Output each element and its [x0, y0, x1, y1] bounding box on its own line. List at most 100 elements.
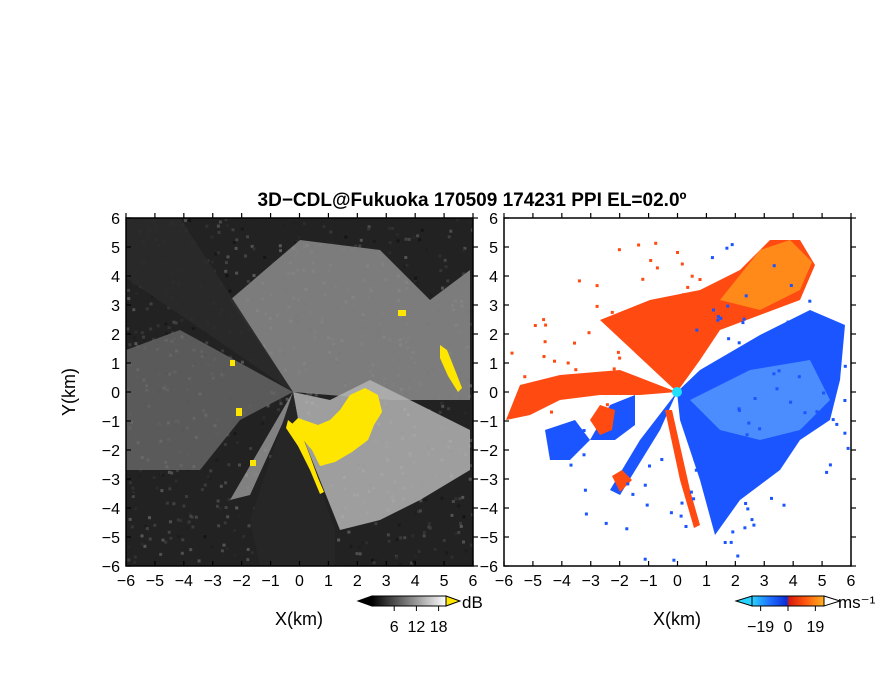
left-x-axis-label: X(km) [275, 609, 323, 629]
left-heatmap-cell [182, 504, 186, 508]
left-heatmap-cell [206, 475, 210, 479]
left-y-tick-label: −6 [102, 559, 120, 576]
right-y-tick-label: 0 [489, 385, 498, 402]
left-heatmap-cell [360, 541, 364, 545]
left-heatmap-cell [226, 255, 230, 259]
left-heatmap-cell [457, 531, 461, 534]
left-heatmap-cell [210, 545, 214, 549]
right-heatmap-cell [550, 410, 553, 414]
right-heatmap-cell [595, 284, 599, 288]
right-heatmap-cell [559, 378, 563, 382]
left-heatmap-cell [334, 218, 338, 222]
right-x-tick-label: −3 [582, 573, 600, 590]
left-heatmap-cell [263, 256, 267, 259]
left-heatmap-cell [470, 543, 473, 547]
left-heatmap-cell [458, 497, 462, 501]
left-heatmap-cell [416, 234, 420, 238]
right-heatmap-cell [737, 407, 741, 411]
right-x-tick-label: −2 [611, 573, 629, 590]
left-colorbar-tick-label: 6 [390, 619, 399, 636]
right-axes: −6 −5 −4 −3 −2 −1 0 1 2 3 4 5 6 6 5 4 3 2 1 0 −1 −2 −3 −4 −5 −6 [480, 211, 856, 590]
right-heatmap-cell [593, 373, 597, 377]
left-heatmap-cell [429, 293, 433, 297]
left-heatmap-cell [374, 522, 378, 526]
left-heatmap-cell [172, 320, 176, 324]
left-heatmap-cell [145, 553, 149, 557]
right-heatmap-cell [737, 486, 741, 490]
right-y-tick-label: −4 [480, 501, 498, 518]
left-heatmap-cell [279, 249, 283, 253]
left-heatmap-cell [176, 485, 180, 489]
right-heatmap-cell [786, 320, 790, 324]
left-y-tick-label: 6 [111, 211, 120, 228]
right-heatmap-cell [736, 371, 740, 375]
right-heatmap-cell [772, 372, 776, 376]
right-colorbar-ticks: −19 0 19 [747, 606, 824, 636]
right-heatmap-cell [797, 375, 801, 379]
left-heatmap-cell [152, 337, 155, 341]
left-heatmap-cell [417, 510, 421, 514]
right-heatmap-cell [616, 350, 620, 354]
left-heatmap-cell [446, 279, 450, 283]
left-heatmap-cell [278, 244, 282, 248]
right-heatmap-cell [679, 514, 683, 518]
left-heatmap-cell [140, 331, 144, 335]
left-heatmap-cell [129, 492, 133, 496]
right-x-tick-label: 0 [673, 573, 682, 590]
right-receding-west-patch [590, 405, 615, 435]
left-colorbar-under-arrow [356, 595, 373, 607]
left-heatmap-cell [354, 244, 358, 248]
left-heatmap-cell [433, 547, 437, 551]
left-x-tick-label: −5 [146, 573, 164, 590]
right-colorbar-over-arrow [823, 595, 842, 607]
right-x-axis-label: X(km) [653, 609, 701, 629]
left-heatmap-cell [145, 527, 149, 531]
left-heatmap-cell [205, 341, 209, 345]
left-echo-north [230, 240, 470, 400]
left-y-tick-label: −2 [102, 443, 120, 460]
right-heatmap-cell [582, 453, 586, 457]
right-heatmap-cell [643, 557, 647, 561]
figure-title: 3D−CDL@Fukuoka 170509 174231 PPI EL=02.0… [258, 190, 687, 211]
right-heatmap-cell [604, 521, 608, 525]
right-heatmap-cell [742, 317, 746, 321]
left-heatmap-cell [395, 556, 399, 560]
left-heatmap-cell [468, 477, 472, 481]
right-heatmap-cell [758, 427, 762, 431]
left-heatmap-cell [306, 392, 310, 396]
right-x-tick-label: −4 [553, 573, 571, 590]
left-heatmap-cell [388, 251, 392, 255]
left-echo-west [126, 330, 293, 470]
left-heatmap-cell [358, 244, 362, 248]
left-heatmap-cell [220, 549, 224, 553]
left-heatmap-cell [218, 507, 222, 510]
right-heatmap-cell [566, 361, 570, 365]
left-heatmap-cell [215, 504, 219, 508]
right-heatmap-cell [731, 530, 735, 534]
left-heatmap-cell [233, 529, 237, 532]
right-y-tick-label: −3 [480, 472, 498, 489]
right-heatmap-cell [815, 410, 819, 414]
left-heatmap-cell [205, 224, 209, 228]
left-x-tick-label: 4 [411, 573, 420, 590]
right-heatmap-cell [693, 458, 697, 462]
left-heatmap-cell [134, 330, 138, 334]
left-heatmap-cell [388, 241, 392, 245]
left-heatmap-cell [365, 541, 368, 545]
left-heatmap-cell [438, 254, 442, 258]
left-heatmap-cell [165, 501, 169, 505]
right-heatmap-cell [775, 387, 779, 391]
left-heatmap-cell [260, 220, 264, 224]
left-heatmap-cell [155, 486, 159, 490]
left-heatmap-cell [174, 479, 178, 483]
left-heatmap-cell [425, 248, 429, 252]
left-heatmap-cell [469, 464, 473, 468]
right-heatmap-cell [762, 357, 766, 360]
left-heatmap-cell [216, 224, 220, 228]
left-echo-regions [126, 218, 470, 566]
left-heatmap-cell [160, 489, 164, 493]
right-heatmap-cell [712, 308, 715, 312]
right-heatmap-cell [789, 400, 793, 404]
left-heatmap-cell [230, 470, 234, 474]
left-heatmap-cell [214, 252, 218, 256]
